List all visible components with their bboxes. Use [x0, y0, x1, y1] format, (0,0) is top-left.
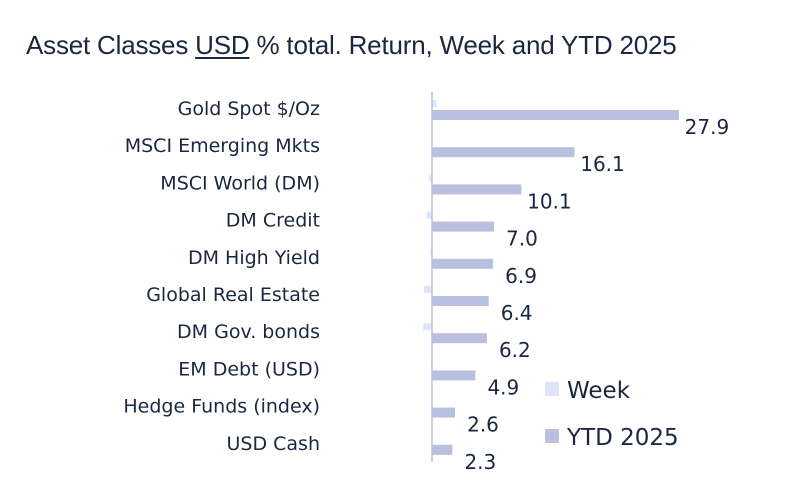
legend-label-ytd: YTD 2025 — [566, 425, 679, 451]
category-label: Hedge Funds (index) — [123, 396, 320, 418]
legend-swatch-ytd — [545, 429, 559, 443]
ytd-data-label: 16.1 — [580, 152, 625, 176]
category-label: DM Gov. bonds — [177, 321, 320, 343]
week-bar — [426, 211, 432, 219]
title-part1: Asset Classes — [26, 30, 196, 60]
ytd-data-label: 2.3 — [464, 450, 496, 474]
ytd-data-label: 6.2 — [499, 338, 531, 362]
week-bar — [432, 100, 437, 107]
week-bar — [429, 174, 432, 182]
ytd-data-label: 27.9 — [685, 115, 730, 139]
ytd-bar — [432, 444, 453, 455]
ytd-bar — [432, 147, 575, 158]
week-bar — [424, 286, 432, 293]
category-label: EM Debt (USD) — [178, 358, 320, 380]
ytd-data-label: 10.1 — [527, 189, 572, 213]
category-label: USD Cash — [227, 433, 321, 455]
ytd-bar — [432, 370, 476, 381]
week-bar — [430, 248, 432, 256]
ytd-data-label: 7.0 — [506, 227, 538, 251]
ytd-bar — [432, 184, 522, 195]
ytd-bar — [432, 110, 679, 120]
ytd-bar — [432, 296, 489, 306]
category-label: DM High Yield — [188, 247, 320, 269]
week-bar — [423, 323, 432, 331]
ytd-data-label: 6.9 — [505, 264, 537, 288]
ytd-bar — [432, 333, 487, 344]
legend-label-week: Week — [567, 378, 631, 404]
category-label: MSCI Emerging Mkts — [125, 135, 320, 157]
chart-title: Asset Classes USD % total. Return, Week … — [26, 30, 677, 61]
title-part2: % total. Return, Week and YTD 2025 — [249, 30, 677, 60]
ytd-data-label: 6.4 — [501, 301, 533, 325]
legend-swatch-week — [545, 382, 559, 396]
ytd-bar — [432, 258, 494, 269]
category-label: Gold Spot $/Oz — [178, 98, 320, 120]
title-usd: USD — [195, 30, 250, 60]
category-label: Global Real Estate — [146, 284, 320, 306]
category-label: DM Credit — [226, 210, 320, 232]
ytd-bar — [432, 407, 456, 418]
category-label: MSCI World (DM) — [160, 172, 320, 194]
ytd-bar — [432, 221, 494, 232]
ytd-data-label: 2.6 — [467, 413, 499, 437]
ytd-data-label: 4.9 — [487, 375, 519, 399]
